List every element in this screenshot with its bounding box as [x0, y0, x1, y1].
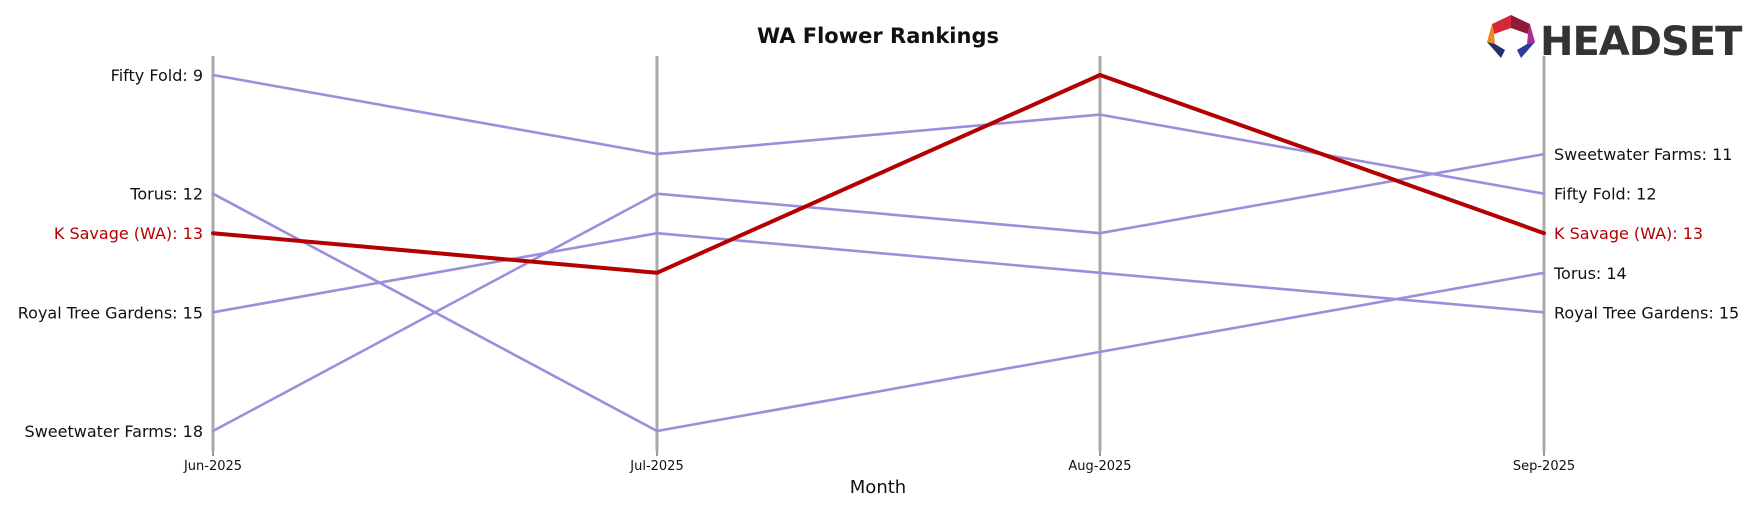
headset-logo: HEADSET — [1487, 15, 1744, 65]
series-labels: Fifty Fold: 9 Fifty Fold: 12 Torus: 12 Toru… — [18, 66, 1739, 441]
x-axis-label: Month — [850, 477, 906, 498]
chart-title: WA Flower Rankings — [757, 24, 999, 48]
start-label: K Savage (WA): 13 — [54, 224, 203, 243]
headset-logo-mark — [1487, 15, 1535, 58]
start-label: Sweetwater Farms: 18 — [25, 422, 203, 441]
series-line — [211, 73, 1546, 275]
start-label: Torus: 12 — [129, 185, 203, 204]
end-label: K Savage (WA): 13 — [1554, 224, 1703, 243]
headset-logo-text: HEADSET — [1540, 19, 1743, 65]
start-label: Royal Tree Gardens: 15 — [18, 303, 203, 322]
x-tick-label: Aug-2025 — [1068, 459, 1131, 474]
series-lines — [211, 73, 1546, 433]
end-label: Fifty Fold: 12 — [1554, 185, 1657, 204]
x-tick-label: Jun-2025 — [183, 459, 242, 474]
x-tick-label: Jul-2025 — [629, 459, 683, 474]
end-label: Torus: 14 — [1553, 264, 1627, 283]
axes-group: Jun-2025 Jul-2025 Aug-2025 Sep-2025 — [183, 56, 1575, 474]
series-line — [211, 231, 1546, 314]
series-line — [211, 192, 1546, 433]
end-label: Sweetwater Farms: 11 — [1554, 145, 1732, 164]
x-tick-label: Sep-2025 — [1513, 459, 1575, 474]
end-label: Royal Tree Gardens: 15 — [1554, 303, 1739, 322]
series-line — [211, 152, 1546, 433]
start-label: Fifty Fold: 9 — [111, 66, 203, 85]
